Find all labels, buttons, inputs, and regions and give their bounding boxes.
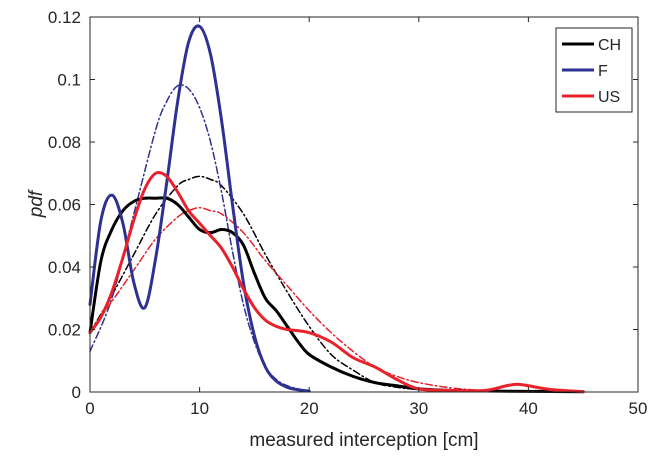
x-tick-label: 20 [300,399,319,418]
series-layer [88,24,585,394]
series-line-ch-measured [88,196,585,394]
x-tick-label: 0 [85,399,94,418]
legend: CH F US [555,27,633,113]
x-tick-label: 10 [190,399,209,418]
y-axis-title: pdf [26,189,47,218]
x-axis-title: measured interception [cm] [249,430,478,451]
y-tick-label: 0.06 [48,196,81,215]
y-tick-label: 0.02 [48,321,81,340]
series-line-us-fit [89,206,530,393]
x-tick-label: 30 [409,399,428,418]
y-tick-label: 0 [72,383,81,402]
x-tick-label: 40 [519,399,538,418]
y-tick-label: 0.12 [48,8,81,27]
legend-label-f: F [598,63,608,80]
series-line-ch-fit [89,175,486,393]
y-tick-label: 0.04 [48,258,81,277]
y-tick-label: 0.1 [57,71,81,90]
y-tick-label: 0.08 [48,133,81,152]
legend-label-us: US [598,89,620,106]
legend-label-ch: CH [598,37,621,54]
x-tick-label: 50 [629,399,648,418]
series-line-f-measured [88,24,311,393]
ticks-layer: 0 10 20 30 40 50 0 0.02 0.04 0.06 0.08 0.1 0.12 [48,8,648,418]
series-line-us-measured [88,170,585,394]
